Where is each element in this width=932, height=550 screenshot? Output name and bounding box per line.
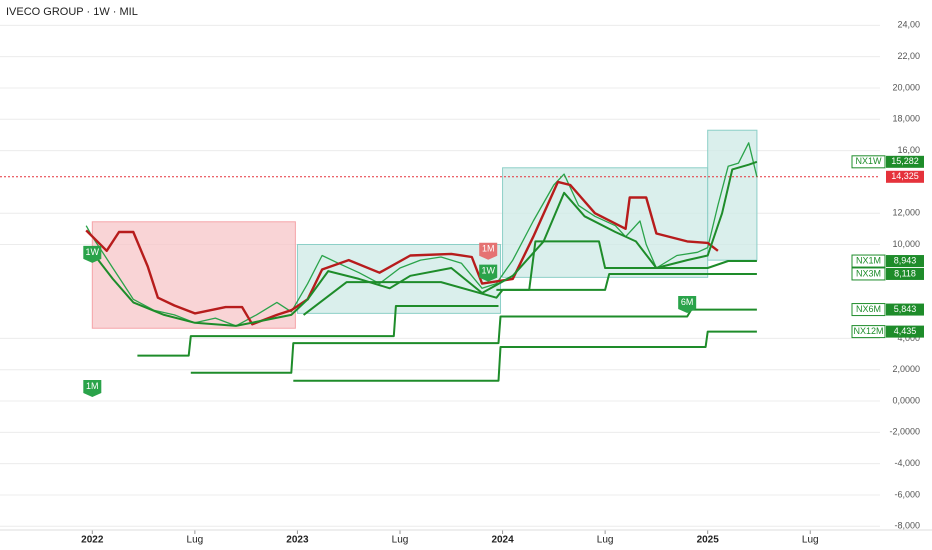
y-tick-label: 10,000	[892, 239, 920, 249]
axis-label-value: 8,118	[894, 268, 916, 278]
badge-label: 6M	[681, 297, 694, 307]
y-tick-label: -8,000	[894, 521, 920, 531]
y-tick-label: 22,00	[897, 51, 920, 61]
badge	[83, 245, 102, 263]
badge-label: 1W	[481, 266, 495, 276]
badge	[479, 242, 498, 260]
axis-label-name: NX3M	[856, 268, 881, 278]
axis-label-value: 15,282	[891, 156, 919, 166]
badge	[678, 295, 697, 313]
y-tick-label: -4,000	[894, 458, 920, 468]
axis-label-value-bg	[886, 255, 924, 268]
x-tick-label: Lug	[802, 535, 819, 546]
axis-label-value-bg	[886, 155, 924, 168]
x-tick-label: 2025	[697, 535, 720, 546]
y-tick-label: 24,00	[897, 20, 920, 30]
range-box	[707, 129, 758, 261]
axis-label-name-bg	[851, 267, 886, 281]
y-tick-label: 12,000	[892, 208, 920, 218]
axis-label-name: NX6M	[856, 304, 881, 314]
series-line	[137, 305, 499, 357]
axis-label-name-bg	[851, 325, 886, 339]
range-box	[296, 243, 502, 314]
range-box	[91, 221, 296, 329]
axis-label-name-bg	[851, 254, 886, 268]
axis-label-name: NX1W	[855, 156, 882, 166]
axis-label-name-bg	[851, 303, 886, 317]
series-line	[293, 330, 757, 382]
x-tick-label: 2024	[491, 535, 514, 546]
y-tick-label: 16,00	[897, 145, 920, 155]
x-tick-label: 2023	[286, 535, 309, 546]
axis-label-name: NX1M	[856, 255, 881, 265]
axis-label-name: NX12M	[853, 326, 883, 336]
series-line	[302, 273, 757, 316]
y-tick-label: 4,000	[897, 333, 920, 343]
x-tick-label: Lug	[597, 535, 614, 546]
x-tick-label: Lug	[392, 535, 409, 546]
badge-label: 1M	[86, 381, 99, 391]
axis-label-value-bg	[886, 325, 924, 338]
y-tick-label: 20,000	[892, 82, 920, 92]
axis-label-value: 5,843	[894, 304, 917, 314]
last-price-bg	[886, 170, 924, 183]
axis-label-value: 4,435	[894, 326, 917, 336]
badge	[83, 380, 102, 398]
badge	[479, 264, 498, 282]
y-tick-label: 0,0000	[892, 395, 920, 405]
axis-label-value: 8,943	[894, 255, 917, 265]
y-tick-label: -2,0000	[889, 427, 920, 437]
x-tick-label: 2022	[81, 535, 104, 546]
series-line	[496, 240, 757, 291]
plot	[0, 24, 880, 527]
x-tick-label: Lug	[187, 535, 204, 546]
badge-label: 1M	[482, 244, 495, 254]
axis-label-name-bg	[851, 155, 886, 169]
chart-title: IVECO GROUP · 1W · MIL	[6, 6, 138, 18]
last-price-label: 14,325	[891, 171, 919, 181]
y-tick-label: 2,0000	[892, 364, 920, 374]
series-line	[85, 142, 758, 327]
axis-label-value-bg	[886, 267, 924, 280]
series-line	[85, 180, 719, 326]
y-tick-label: 18,000	[892, 114, 920, 124]
axis-label-value-bg	[886, 303, 924, 316]
y-tick-label: -6,000	[894, 489, 920, 499]
badge-label: 1W	[86, 247, 100, 257]
